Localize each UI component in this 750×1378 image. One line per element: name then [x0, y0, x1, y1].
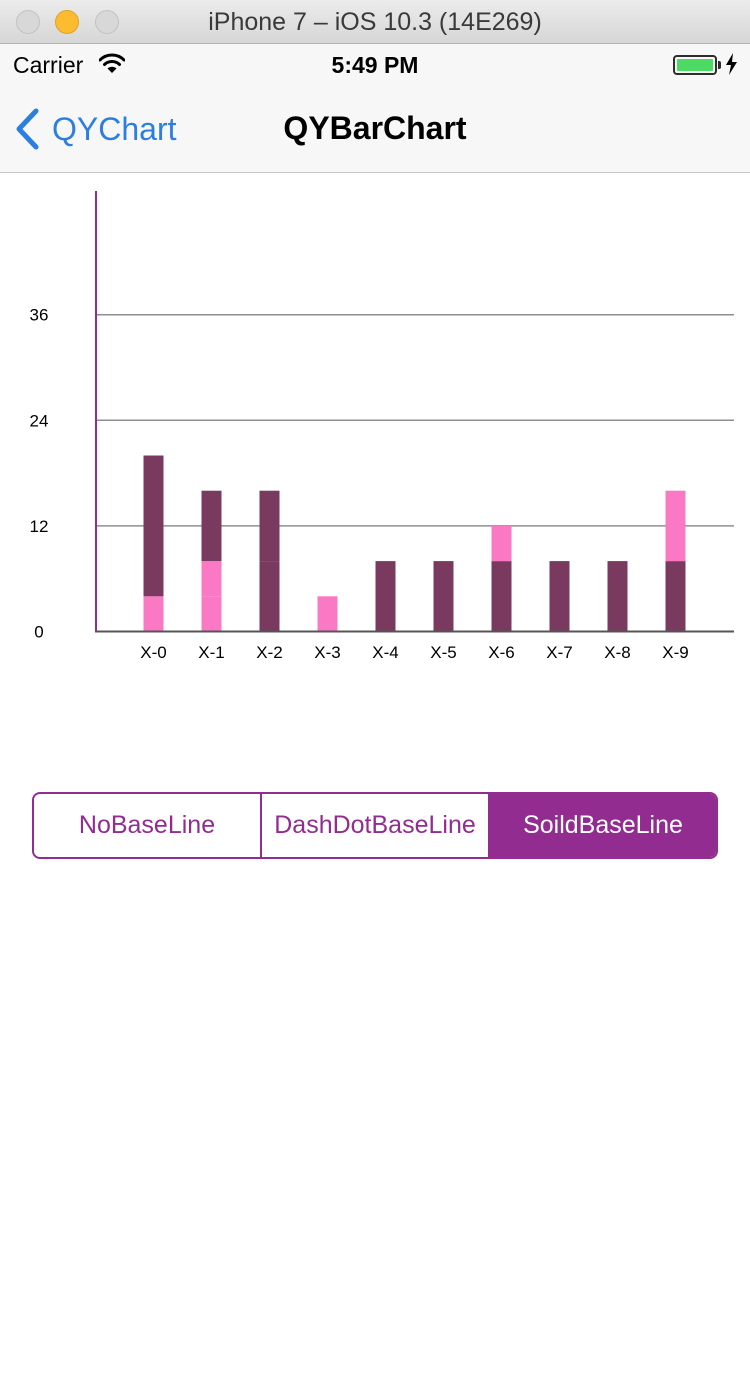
bar-segment	[491, 525, 512, 562]
bar-segment	[317, 596, 338, 632]
x-tick-label: X-3	[314, 643, 340, 662]
page-title: QYBarChart	[283, 110, 467, 146]
back-button[interactable]: QYChart	[14, 106, 176, 152]
bar-segment	[143, 596, 164, 632]
bar-chart: 0 12 24 36 X-0 X-1 X-2 X-3 X-4 X-5 X-6 X-7 X-8 X-9	[30, 191, 734, 662]
x-tick-label: X-8	[604, 643, 630, 662]
close-window-button[interactable]	[16, 10, 40, 34]
bar-segment	[259, 561, 280, 632]
status-time: 5:49 PM	[331, 52, 419, 78]
y-tick-label: 0	[34, 623, 43, 642]
zoom-window-button[interactable]	[95, 10, 119, 34]
bar-segment	[491, 561, 512, 632]
bar-segment	[143, 455, 164, 597]
wifi-icon	[99, 53, 125, 73]
charging-bolt-icon	[726, 53, 737, 75]
status-bar: Carrier 5:49 PM	[0, 44, 750, 84]
x-tick-label: X-4	[372, 643, 398, 662]
back-button-label: QYChart	[52, 110, 177, 147]
x-tick-label: X-7	[546, 643, 572, 662]
bar-segment	[665, 490, 686, 562]
bar-segment	[201, 490, 222, 562]
segment-dash-dot-baseline[interactable]: DashDotBaseLine	[260, 794, 488, 857]
navigation-bar: QYChart QYBarChart	[0, 84, 750, 173]
baseline-segmented-control: NoBaseLine DashDotBaseLine SoildBaseLine	[32, 792, 718, 859]
bar-segment	[201, 561, 222, 597]
bar-segment	[259, 490, 280, 562]
y-tick-label: 12	[30, 517, 49, 536]
x-tick-label: X-2	[256, 643, 282, 662]
bar-segment	[549, 561, 570, 632]
battery-icon	[673, 55, 717, 75]
carrier-label: Carrier	[13, 52, 84, 78]
x-tick-label: X-0	[140, 643, 166, 662]
x-tick-label: X-6	[488, 643, 514, 662]
x-tick-label: X-9	[662, 643, 688, 662]
bar-segment	[665, 561, 686, 632]
segment-no-baseline[interactable]: NoBaseLine	[78, 811, 216, 839]
window-title: iPhone 7 – iOS 10.3 (14E269)	[208, 8, 542, 36]
bar-segment	[607, 561, 628, 632]
bar-segment	[433, 561, 454, 632]
simulator-title-bar: iPhone 7 – iOS 10.3 (14E269)	[0, 0, 750, 44]
x-tick-label: X-5	[430, 643, 456, 662]
y-tick-label: 36	[30, 306, 49, 325]
y-tick-label: 24	[30, 411, 49, 430]
bar-segment	[375, 561, 396, 632]
segment-solid-baseline[interactable]: SoildBaseLine	[488, 794, 716, 857]
x-tick-label: X-1	[198, 643, 224, 662]
chevron-left-icon	[16, 108, 39, 150]
bar-segment	[201, 596, 222, 632]
minimize-window-button[interactable]	[55, 10, 79, 34]
battery-tip	[718, 61, 721, 69]
